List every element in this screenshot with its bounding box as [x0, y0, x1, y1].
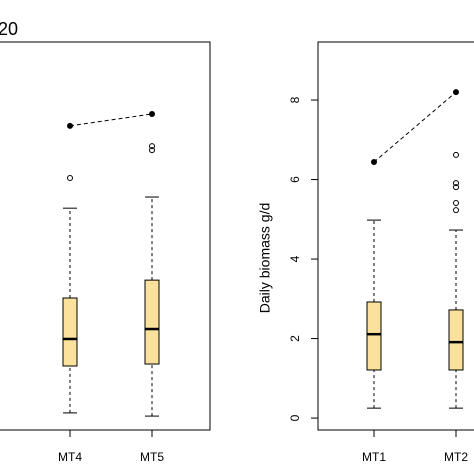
dot [149, 110, 155, 117]
box [366, 301, 382, 371]
y-tick-label: 2 [288, 335, 302, 342]
box [62, 297, 78, 367]
y-tick-label: 8 [288, 96, 302, 103]
x-tick-label: MT4 [58, 450, 82, 464]
outlier [453, 184, 459, 191]
x-tick-label: MT2 [444, 450, 468, 464]
y-axis-label: Daily biomass g/d [257, 203, 273, 314]
dot [67, 122, 73, 129]
plot-frame [0, 41, 211, 431]
dot-line [69, 113, 153, 127]
chart-title: 20 [0, 19, 18, 39]
x-tick-label: MT1 [362, 450, 386, 464]
x-tick-label: MT5 [140, 450, 164, 464]
outlier [149, 147, 155, 154]
outlier [453, 151, 459, 158]
y-tick-label: 0 [288, 414, 302, 421]
plot-frame [317, 41, 474, 431]
outlier [453, 200, 459, 207]
y-tick-label: 6 [288, 176, 302, 183]
dot [371, 159, 377, 166]
y-tick-label: 4 [288, 255, 302, 262]
dot [453, 89, 459, 96]
outlier [453, 180, 459, 187]
outlier [149, 143, 155, 150]
box [144, 279, 160, 365]
outlier [67, 174, 73, 181]
box [448, 309, 464, 371]
outlier [453, 207, 459, 214]
dot-line [373, 91, 457, 163]
